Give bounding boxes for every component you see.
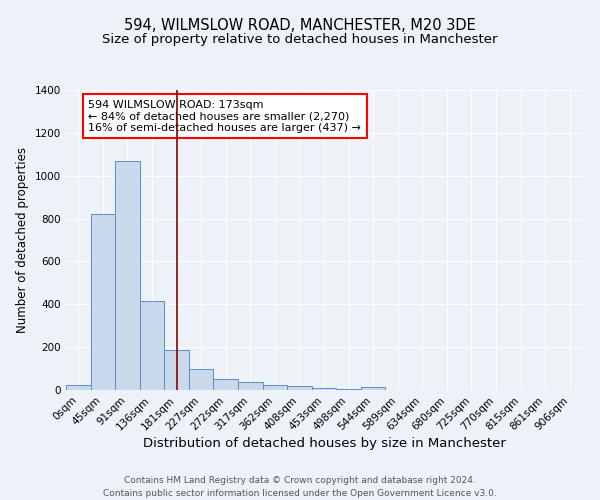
X-axis label: Distribution of detached houses by size in Manchester: Distribution of detached houses by size …: [143, 438, 505, 450]
Bar: [238, 382, 263, 390]
Bar: [214, 380, 238, 390]
Text: Size of property relative to detached houses in Manchester: Size of property relative to detached ho…: [102, 32, 498, 46]
Bar: [91, 214, 115, 390]
Bar: [189, 368, 214, 390]
Bar: [164, 350, 189, 390]
Bar: [66, 384, 91, 390]
Bar: [336, 388, 361, 390]
Bar: [115, 160, 140, 390]
Bar: [263, 384, 287, 390]
Text: Contains HM Land Registry data © Crown copyright and database right 2024.
Contai: Contains HM Land Registry data © Crown c…: [103, 476, 497, 498]
Text: 594, WILMSLOW ROAD, MANCHESTER, M20 3DE: 594, WILMSLOW ROAD, MANCHESTER, M20 3DE: [124, 18, 476, 32]
Text: 594 WILMSLOW ROAD: 173sqm
← 84% of detached houses are smaller (2,270)
16% of se: 594 WILMSLOW ROAD: 173sqm ← 84% of detac…: [88, 100, 361, 133]
Bar: [287, 386, 312, 390]
Y-axis label: Number of detached properties: Number of detached properties: [16, 147, 29, 333]
Bar: [361, 387, 385, 390]
Bar: [312, 388, 336, 390]
Bar: [140, 301, 164, 390]
